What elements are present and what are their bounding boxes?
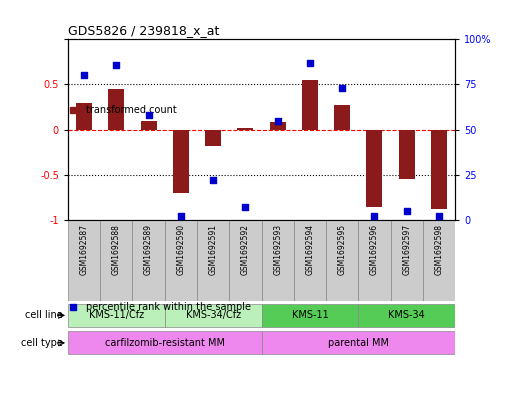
Bar [165,304,262,327]
Bar [262,220,294,301]
Bar [294,220,326,301]
Bar [334,105,350,130]
Point [403,208,411,214]
Bar [141,121,157,130]
Text: KMS-34/Cfz: KMS-34/Cfz [186,310,241,320]
Point [144,112,153,118]
Text: transformed count: transformed count [86,105,177,115]
Bar [399,130,415,179]
Point [241,204,249,211]
Text: cell line: cell line [25,310,63,320]
Text: KMS-11/Cfz: KMS-11/Cfz [89,310,144,320]
Text: KMS-34: KMS-34 [388,310,425,320]
Bar [366,130,382,207]
Bar [68,304,165,327]
Point [305,60,314,66]
Bar [358,304,455,327]
Bar [262,304,358,327]
Bar [358,220,391,301]
Text: GSM1692598: GSM1692598 [435,224,444,275]
Point [274,118,282,124]
Bar [423,220,455,301]
Text: parental MM: parental MM [328,338,389,348]
Bar [431,130,447,209]
Bar [173,130,189,193]
Text: GSM1692596: GSM1692596 [370,224,379,275]
Bar [391,220,423,301]
Text: GDS5826 / 239818_x_at: GDS5826 / 239818_x_at [68,24,219,37]
Text: GSM1692595: GSM1692595 [338,224,347,275]
Point [177,213,185,220]
Point [435,213,443,220]
Bar [76,103,92,130]
Bar [302,80,318,130]
Point [338,85,346,91]
Text: KMS-11: KMS-11 [291,310,328,320]
Bar [269,123,286,130]
Bar [205,130,221,146]
Bar [132,220,165,301]
Point [80,72,88,79]
Point [370,213,379,220]
Text: GSM1692589: GSM1692589 [144,224,153,275]
Text: GSM1692594: GSM1692594 [305,224,314,275]
Text: GSM1692587: GSM1692587 [79,224,88,275]
Bar [68,331,262,354]
Text: GSM1692591: GSM1692591 [209,224,218,275]
Bar [229,220,262,301]
Text: carfilzomib-resistant MM: carfilzomib-resistant MM [105,338,225,348]
Bar [237,128,254,130]
Text: percentile rank within the sample: percentile rank within the sample [86,301,251,312]
Text: GSM1692592: GSM1692592 [241,224,250,275]
Text: GSM1692593: GSM1692593 [273,224,282,275]
Bar [197,220,229,301]
Text: cell type: cell type [21,338,63,348]
Bar [108,89,124,130]
Text: GSM1692588: GSM1692588 [112,224,121,275]
Text: GSM1692597: GSM1692597 [402,224,411,275]
Text: GSM1692590: GSM1692590 [176,224,185,275]
Bar [100,220,132,301]
Point [112,61,120,68]
Point [209,177,218,184]
Bar [68,220,100,301]
Bar [262,331,455,354]
Bar [326,220,358,301]
Bar [165,220,197,301]
